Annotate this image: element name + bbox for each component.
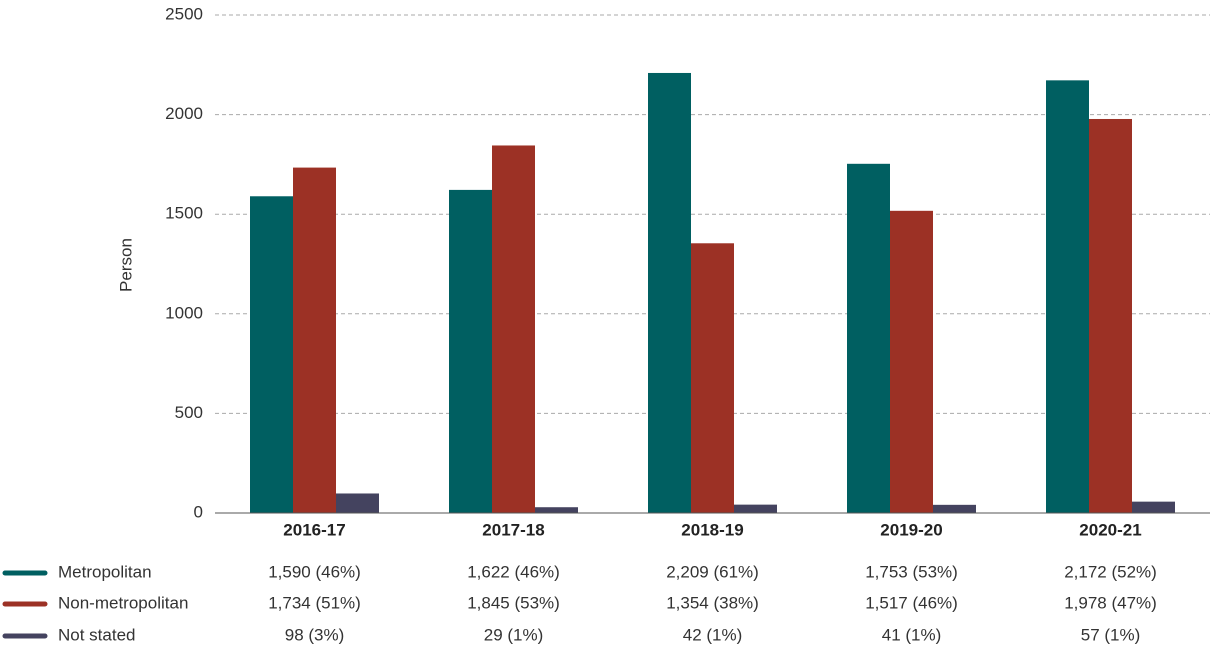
bar: [293, 167, 336, 513]
bar: [535, 507, 578, 513]
bar: [933, 504, 976, 513]
bar: [847, 163, 890, 513]
value-label: 1,845 (53%): [467, 593, 560, 612]
value-label: 57 (1%): [1081, 625, 1141, 644]
bar: [890, 210, 933, 513]
bar: [1089, 118, 1132, 514]
y-tick-label: 2500: [165, 4, 203, 23]
value-label: 1,753 (53%): [865, 562, 958, 581]
bar: [250, 196, 293, 513]
value-label: 1,734 (51%): [268, 593, 361, 612]
value-label: 1,517 (46%): [865, 593, 958, 612]
x-tick-label: 2016-17: [283, 520, 345, 539]
y-tick-label: 1500: [165, 204, 203, 223]
y-tick-label: 1000: [165, 303, 203, 322]
x-tick-label: 2020-21: [1079, 520, 1141, 539]
value-label: 2,172 (52%): [1064, 562, 1157, 581]
bar: [691, 243, 734, 513]
y-axis-label: Person: [116, 238, 135, 292]
legend-label: Non-metropolitan: [58, 593, 188, 612]
x-tick-label: 2019-20: [880, 520, 942, 539]
x-tick-label: 2017-18: [482, 520, 544, 539]
value-label: 29 (1%): [484, 625, 544, 644]
value-label: 1,978 (47%): [1064, 593, 1157, 612]
value-label: 1,622 (46%): [467, 562, 560, 581]
value-label: 42 (1%): [683, 625, 743, 644]
value-label: 2,209 (61%): [666, 562, 759, 581]
y-tick-label: 500: [175, 403, 203, 422]
x-tick-label: 2018-19: [681, 520, 743, 539]
bar: [492, 145, 535, 513]
value-label: 98 (3%): [285, 625, 345, 644]
bar: [449, 189, 492, 514]
bar: [1132, 501, 1175, 513]
y-tick-label: 0: [194, 502, 203, 521]
bar: [648, 72, 691, 514]
value-label: 1,590 (46%): [268, 562, 361, 581]
bar: [1046, 80, 1089, 514]
y-tick-label: 2000: [165, 104, 203, 123]
value-label: 41 (1%): [882, 625, 942, 644]
bar: [734, 504, 777, 513]
legend-label: Metropolitan: [58, 562, 152, 581]
value-label: 1,354 (38%): [666, 593, 759, 612]
legend-label: Not stated: [58, 625, 136, 644]
bar: [336, 493, 379, 513]
